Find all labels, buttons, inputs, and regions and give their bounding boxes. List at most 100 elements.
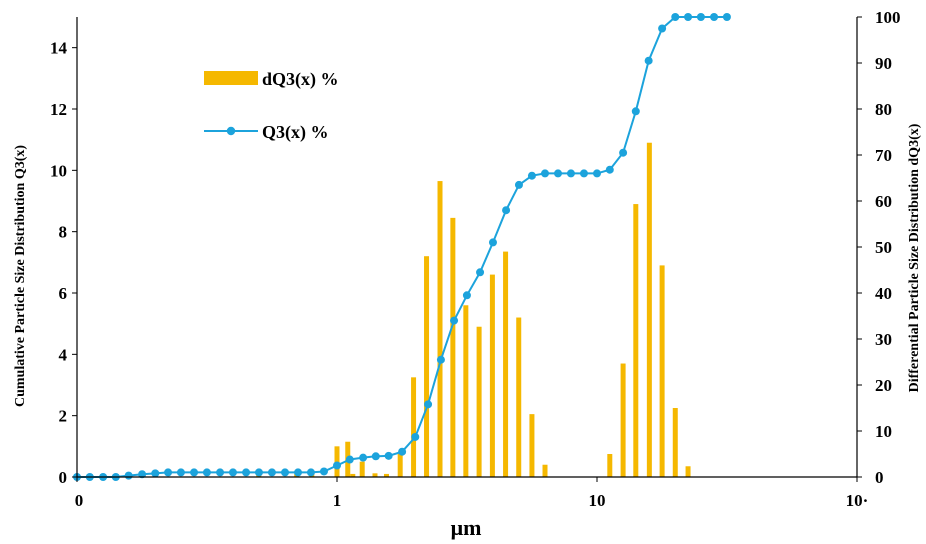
line-point — [176, 468, 185, 477]
q3-line — [77, 16, 727, 478]
tick-labels: 0 2 4 6 8 10 12 14 0 10 20 30 40 50 60 70 80 90 100 0 1 10 10· — [50, 8, 901, 510]
line-point — [541, 169, 550, 178]
line-point — [151, 469, 160, 478]
y-right-tick-label: 20 — [875, 376, 892, 395]
line-point — [124, 471, 133, 480]
line-point — [684, 13, 693, 21]
x-tick-label: 10 — [589, 491, 606, 510]
line-point — [631, 107, 640, 116]
line-point — [306, 468, 315, 477]
line-point — [514, 180, 523, 189]
y-right-tick-label: 50 — [875, 238, 892, 257]
bar — [659, 265, 665, 477]
bar — [489, 274, 495, 477]
line-point — [164, 468, 173, 477]
line-point — [267, 468, 276, 477]
line-point — [424, 400, 433, 409]
legend-label-line: Q3(x) % — [262, 122, 329, 143]
line-point — [619, 148, 628, 157]
line-point — [384, 451, 393, 460]
line-point — [398, 447, 407, 456]
bar — [359, 461, 365, 477]
bar — [542, 464, 548, 477]
line-point — [216, 468, 225, 477]
line-point — [371, 452, 380, 461]
bar — [476, 326, 482, 477]
line-point — [411, 432, 420, 441]
line-point — [579, 169, 588, 178]
y-left-tick-label: 2 — [59, 407, 68, 426]
line-point — [605, 165, 614, 174]
y-right-tick-label: 40 — [875, 284, 892, 303]
x-tick-label: 10· — [846, 491, 869, 510]
bar — [646, 142, 652, 478]
y-right-tick-label: 70 — [875, 146, 892, 165]
y-right-tick-label: 10 — [875, 422, 892, 441]
line-point — [476, 268, 485, 277]
bar-series — [152, 142, 691, 478]
bar — [607, 454, 613, 477]
y-right-tick-label: 30 — [875, 330, 892, 349]
y-right-tick-label: 60 — [875, 192, 892, 211]
line-point — [242, 468, 251, 477]
y-right-tick-label: 0 — [875, 468, 884, 487]
bar — [503, 251, 509, 477]
legend-label-bars: dQ3(x) % — [262, 69, 339, 90]
bar — [397, 454, 403, 477]
bar — [672, 408, 678, 477]
bar — [372, 473, 378, 477]
y-left-tick-label: 10 — [50, 161, 67, 180]
line-point — [138, 470, 147, 479]
line-point — [554, 169, 563, 178]
y-right-title: Differential Particle Size Distribution … — [907, 123, 922, 392]
line-point — [658, 24, 667, 33]
line-point — [696, 13, 705, 21]
line-point — [333, 461, 341, 470]
line-point — [359, 453, 368, 462]
y-left-tick-label: 14 — [50, 39, 68, 58]
line-point — [566, 169, 575, 178]
line-point — [527, 171, 536, 180]
bar — [516, 317, 522, 477]
line-point — [710, 13, 719, 21]
line-point — [294, 468, 303, 477]
axes — [72, 16, 862, 482]
bar — [350, 473, 356, 477]
bar — [463, 305, 469, 477]
line-point — [254, 468, 263, 477]
line-point — [462, 291, 471, 300]
y-right-tick-label: 100 — [875, 8, 901, 27]
line-point — [202, 468, 211, 477]
y-left-title: Cumulative Particle Size Distribution Q3… — [13, 145, 28, 407]
x-tick-label: 1 — [333, 491, 342, 510]
line-point — [488, 238, 497, 247]
line-series — [73, 13, 731, 481]
line-point — [502, 206, 511, 215]
y-left-tick-label: 8 — [59, 223, 68, 242]
x-axis-title: μm — [451, 515, 482, 540]
y-right-tick-label: 90 — [875, 54, 892, 73]
bar — [685, 466, 691, 477]
line-point — [722, 13, 731, 21]
y-left-tick-label: 12 — [50, 100, 67, 119]
bar — [529, 414, 535, 477]
line-point — [436, 355, 445, 364]
line-point — [644, 56, 653, 65]
bar — [411, 377, 417, 477]
line-point — [190, 468, 199, 477]
line-point — [319, 467, 328, 476]
y-left-tick-label: 6 — [59, 284, 68, 303]
bar — [437, 181, 443, 477]
line-point — [281, 468, 290, 477]
y-left-tick-label: 4 — [59, 345, 68, 364]
y-left-tick-label: 0 — [59, 468, 68, 487]
bar — [633, 204, 639, 477]
line-point — [345, 455, 354, 464]
bar — [450, 217, 456, 477]
bar — [620, 363, 626, 477]
y-right-tick-label: 80 — [875, 100, 892, 119]
bar — [424, 256, 430, 477]
line-point — [228, 468, 237, 477]
line-point — [671, 13, 680, 21]
